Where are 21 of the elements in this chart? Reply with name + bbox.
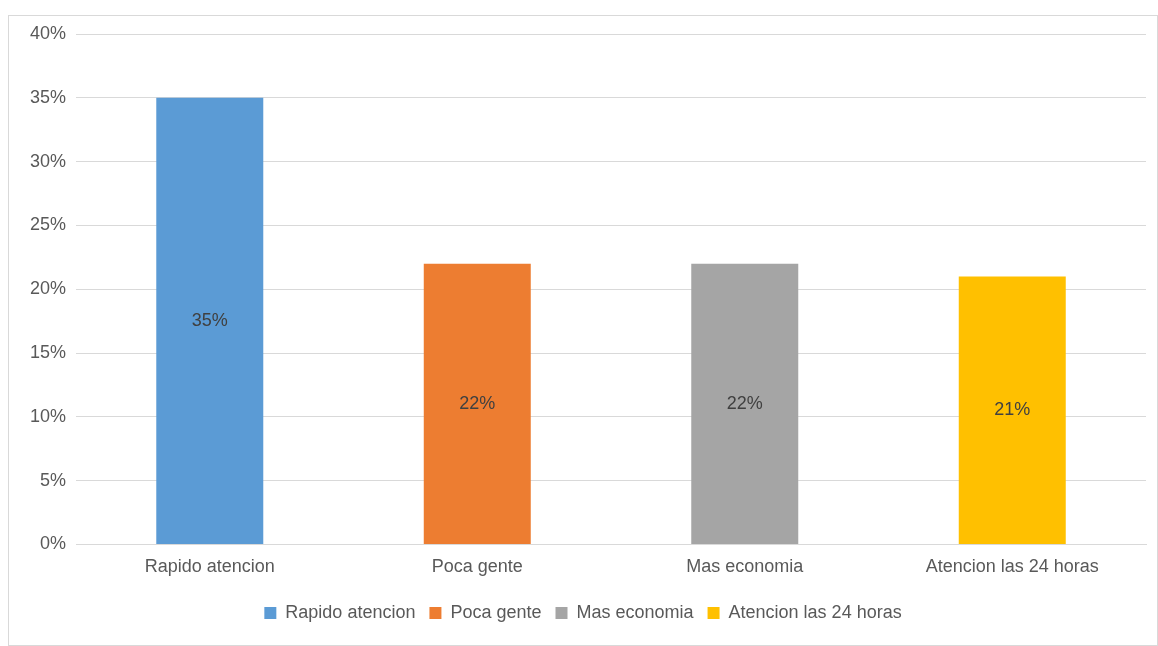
x-tick-label: Rapido atencion (144, 556, 275, 577)
data-label: 22% (726, 392, 763, 413)
y-tick-label: 25% (30, 214, 67, 235)
legend-label: Rapido atencion (285, 601, 416, 622)
x-tick-label: Poca gente (431, 556, 523, 577)
y-tick-label: 40% (30, 22, 67, 43)
data-label: 21% (994, 399, 1031, 420)
y-tick-label: 0% (40, 533, 67, 554)
y-tick-label: 10% (30, 405, 67, 426)
legend-label: Poca gente (450, 601, 542, 622)
x-tick-label: Atencion las 24 horas (925, 556, 1099, 577)
y-tick-label: 5% (40, 469, 67, 490)
legend-label: Mas economia (576, 601, 695, 622)
y-tick-label: 35% (30, 86, 67, 107)
data-label: 35% (191, 309, 228, 330)
data-label: 22% (459, 392, 496, 413)
legend-label: Atencion las 24 horas (728, 601, 902, 622)
x-tick-label: Mas economia (686, 556, 805, 577)
y-tick-label: 30% (30, 150, 67, 171)
y-tick-label: 15% (30, 341, 67, 362)
y-tick-label: 20% (30, 278, 67, 299)
